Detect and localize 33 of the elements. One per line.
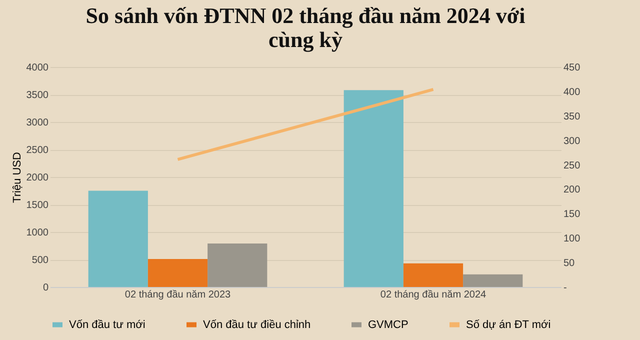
y-tick-label: 3500	[26, 90, 49, 101]
y2-tick-label: -	[564, 282, 567, 294]
chart-title: So sánh vốn ĐTNN 02 tháng đầu năm 2024 với cùng kỳ	[86, 3, 526, 52]
legend-label: Vốn đầu tư mới	[69, 318, 146, 331]
y-tick-label: 2000	[26, 172, 49, 184]
bar	[344, 90, 404, 287]
bar	[88, 190, 148, 287]
legend-label: GVMCP	[368, 318, 408, 331]
legend-label: Số dự án ĐT mới	[466, 318, 551, 331]
y-tick-label: 4000	[26, 62, 49, 74]
y2-tick-label: 350	[564, 111, 581, 122]
y2-tick-label: 400	[564, 86, 581, 98]
legend-label: Vốn đầu tư điều chỉnh	[203, 318, 311, 331]
y-tick-label: 1000	[26, 228, 49, 238]
y2-tick-label: 100	[564, 234, 581, 245]
y-axis-title: Triệu USD	[11, 152, 24, 203]
y2-tick-label: 150	[564, 209, 581, 220]
x-tick-label: 02 tháng đầu năm 2023	[124, 290, 232, 300]
y2-tick-label: 450	[564, 62, 581, 74]
bar	[463, 274, 523, 287]
bar	[208, 244, 268, 287]
y-tick-label: 2500	[26, 145, 49, 156]
y2-tick-label: 200	[564, 184, 581, 196]
y2-tick-label: 50	[564, 258, 576, 270]
y-tick-label: 3000	[26, 118, 49, 128]
y-tick-label: 500	[32, 255, 49, 266]
y-tick-label: 1500	[26, 200, 49, 211]
bar	[403, 263, 464, 287]
bar	[148, 258, 208, 287]
y-tick-label: 0	[42, 282, 49, 294]
y2-tick-label: 250	[564, 160, 581, 172]
x-tick-label: 02 tháng đầu năm 2024	[380, 290, 487, 300]
y2-tick-label: 300	[564, 136, 581, 147]
